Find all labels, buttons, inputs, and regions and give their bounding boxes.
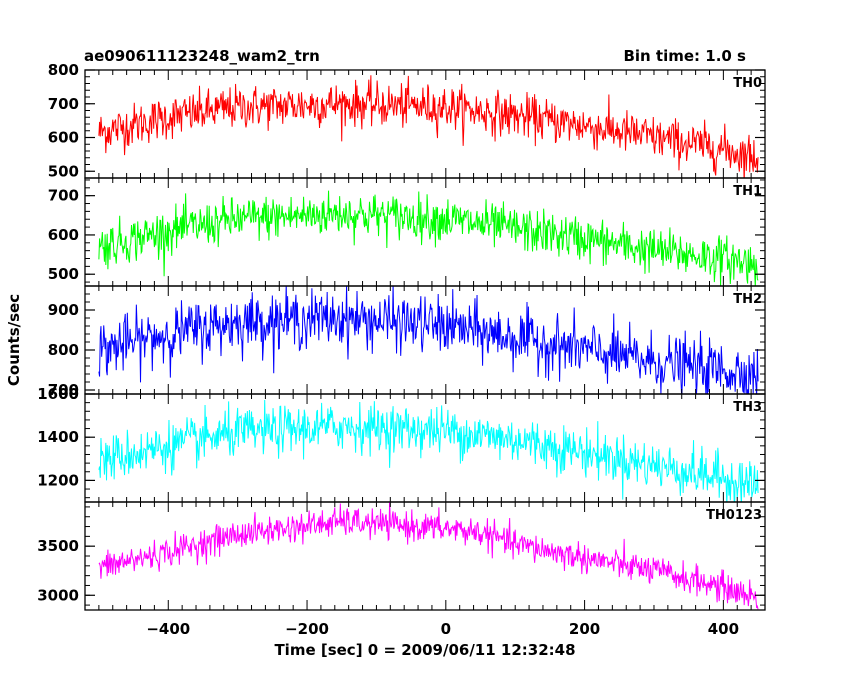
plot-title-right: Bin time: 1.0 s [623, 47, 746, 65]
y-tick-label: 700 [48, 187, 79, 205]
y-tick-label: 900 [48, 301, 79, 319]
panel-label-th2: TH2 [733, 292, 762, 307]
x-tick-label: −200 [285, 620, 329, 638]
plot-title-left: ae090611123248_wam2_trn [84, 47, 320, 65]
panel-frame-th3 [84, 393, 766, 503]
panel-label-th1: TH1 [733, 184, 762, 199]
panel-label-th0: TH0 [733, 76, 762, 91]
x-axis-label: Time [sec] 0 = 2009/06/11 12:32:48 [274, 641, 575, 659]
panel-label-th0123: TH0123 [706, 508, 762, 523]
x-tick-label: 200 [569, 620, 600, 638]
y-tick-label: 500 [48, 162, 79, 180]
panel-frame-th0123 [84, 501, 766, 611]
series-line-th1 [98, 190, 759, 286]
y-tick-label: 600 [48, 226, 79, 244]
panel-label-th3: TH3 [733, 400, 762, 415]
panel-frame-th0 [84, 69, 766, 179]
y-tick-label: 700 [48, 381, 79, 399]
y-tick-label: 1200 [37, 471, 79, 489]
series-line-th2 [98, 286, 759, 394]
series-line-th3 [98, 400, 759, 502]
y-tick-label: 1600 [37, 385, 79, 403]
panels-group: TH0 500 600 700 800 TH1 500 600 700 TH2 700 800 900 T… [37, 61, 766, 638]
y-axis-label: Counts/sec [5, 294, 23, 386]
x-tick-label: 400 [708, 620, 739, 638]
series-line-th0 [98, 75, 759, 178]
y-tick-label: 3000 [37, 586, 79, 604]
y-tick-label: 700 [48, 95, 79, 113]
y-tick-label: 600 [48, 129, 79, 147]
y-tick-label: 500 [48, 265, 79, 283]
y-tick-label: 800 [48, 341, 79, 359]
y-tick-label: 1400 [37, 428, 79, 446]
y-tick-label: 800 [48, 61, 79, 79]
series-line-th0123 [98, 502, 759, 610]
x-tick-label: 0 [441, 620, 451, 638]
x-tick-label: −400 [146, 620, 190, 638]
y-tick-label: 3500 [37, 537, 79, 555]
